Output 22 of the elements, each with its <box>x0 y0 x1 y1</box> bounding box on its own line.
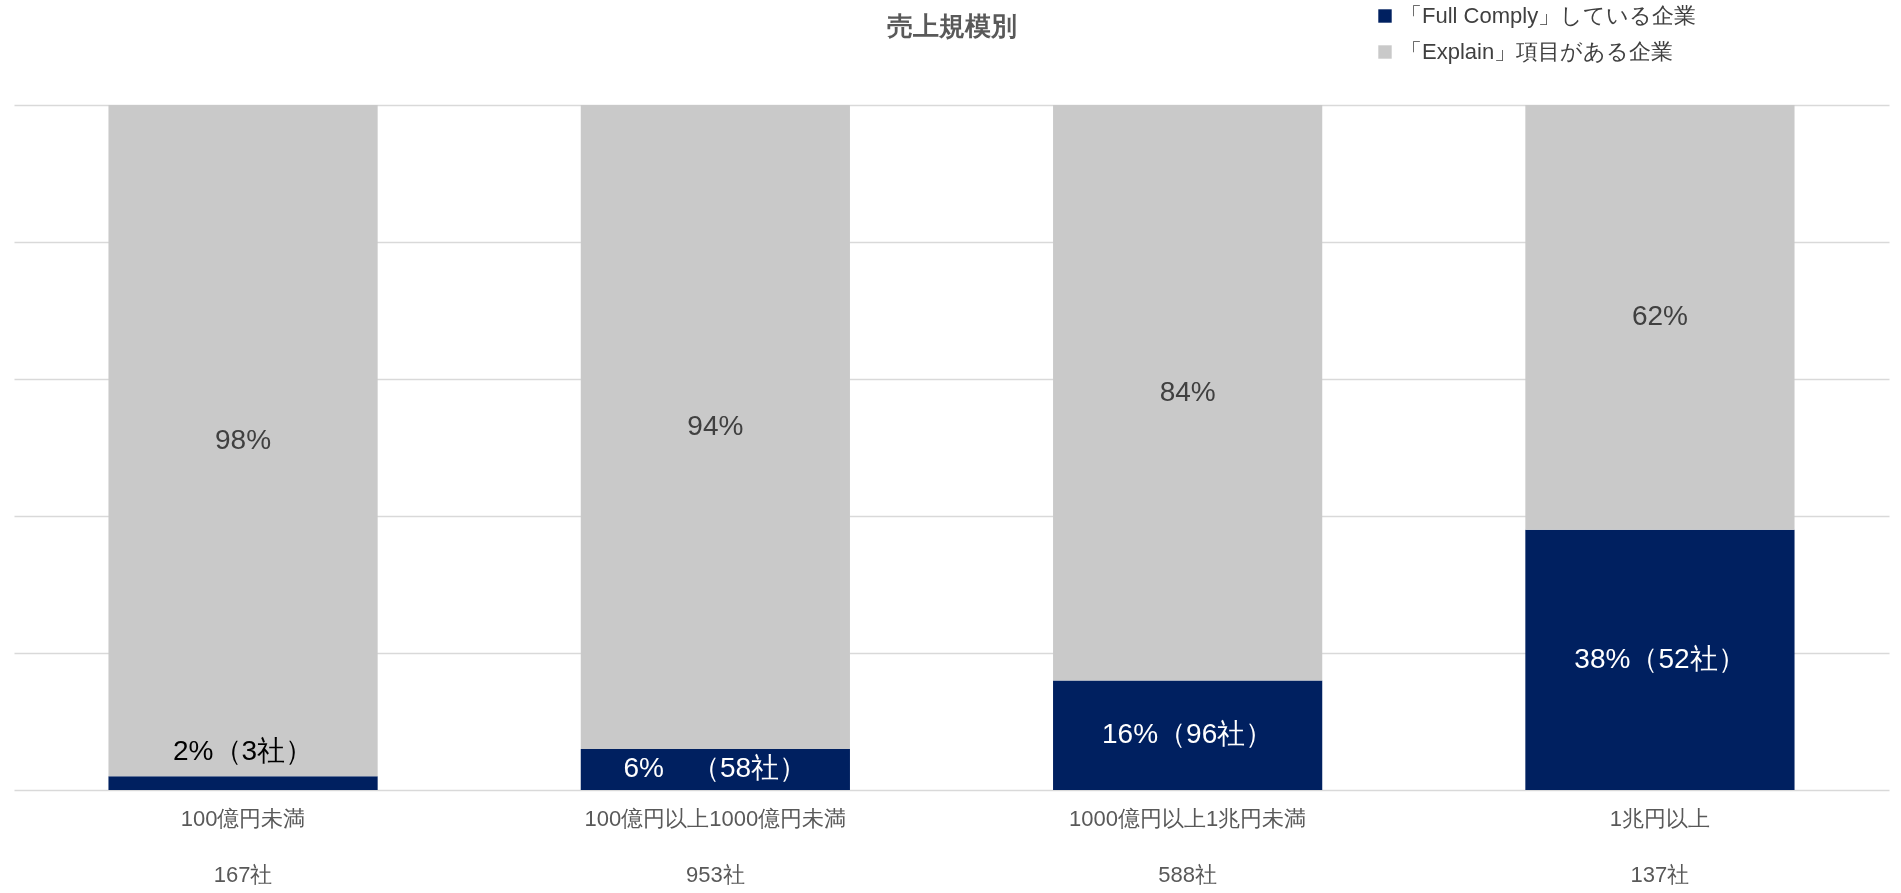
bar <box>1053 680 1323 790</box>
data-label: 62% <box>1631 300 1688 332</box>
category-label: 100億円以上1000億円未満 953社 <box>584 805 847 887</box>
bar <box>1525 105 1795 530</box>
legend-label: 「Full Comply」している企業 <box>1400 3 1697 28</box>
data-label: 38%（52社） <box>1574 642 1746 674</box>
category-label: 100億円未満 167社 <box>180 805 306 887</box>
bar <box>108 105 378 777</box>
bar <box>1525 529 1795 790</box>
category-label: 1兆円以上 137社 <box>1609 805 1711 887</box>
data-label: 98% <box>215 423 272 455</box>
chart-title: 売上規模別 <box>886 11 1017 41</box>
data-label: 94% <box>687 409 744 441</box>
category-label: 1000億円以上1兆円未満 588社 <box>1069 805 1307 887</box>
bar <box>1053 105 1323 681</box>
data-label: 16%（96社） <box>1102 718 1274 750</box>
legend-label: 「Explain」項目がある企業 <box>1400 39 1674 64</box>
data-label: 84% <box>1159 375 1216 407</box>
data-label: 2%（3社） <box>173 735 314 767</box>
data-label: 6% （58社） <box>623 752 808 784</box>
bar <box>580 105 850 749</box>
bar <box>108 776 378 790</box>
